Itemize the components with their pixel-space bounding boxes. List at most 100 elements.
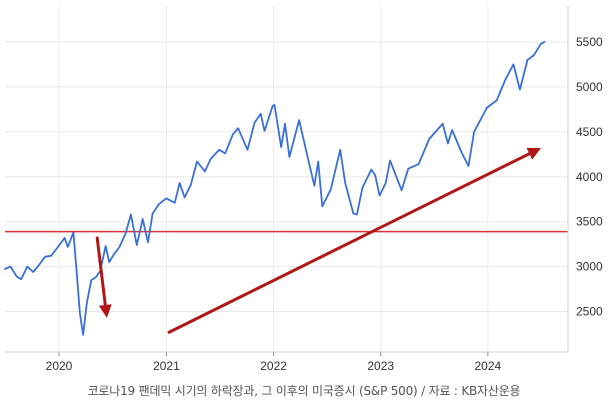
series-point <box>218 149 220 151</box>
y-tick-label: 5000 <box>576 80 603 94</box>
series-point <box>174 202 176 204</box>
series-point <box>190 184 192 186</box>
series-point <box>379 195 381 197</box>
sp500-line-chart: 2500 3000 3500 4000 4500 5000 5500 2020 2021 2022… <box>4 6 603 373</box>
series-point <box>314 185 316 187</box>
series-point <box>303 141 305 143</box>
series-point <box>136 244 138 246</box>
y-tick-label: 2500 <box>576 305 603 319</box>
series-point <box>442 123 444 125</box>
series-point <box>125 233 127 235</box>
x-tick-label: 2023 <box>367 359 394 373</box>
series-point <box>330 188 332 190</box>
figure-caption: 코로나19 팬데믹 시기의 하락장과, 그 이후의 미국증시 (S&P 500)… <box>87 384 521 398</box>
series-point <box>496 100 498 102</box>
series-point <box>179 182 181 184</box>
series-point <box>519 89 521 91</box>
series-point <box>468 165 470 167</box>
series-point <box>67 246 69 248</box>
series-point <box>428 138 430 140</box>
series-point <box>321 206 323 208</box>
series-point <box>204 171 206 173</box>
series-point <box>362 187 364 189</box>
x-tick-label: 2020 <box>46 359 73 373</box>
series-point <box>264 130 266 132</box>
series-point <box>473 131 475 133</box>
series-point <box>237 127 239 129</box>
series-point <box>289 156 291 158</box>
series-point <box>317 161 319 163</box>
series-line <box>4 41 546 336</box>
series-point <box>418 163 420 165</box>
series-point <box>130 214 132 216</box>
series-point <box>184 197 186 199</box>
series-point <box>370 169 372 171</box>
series-point <box>79 313 81 315</box>
series-point <box>504 80 506 82</box>
x-tick-label: 2024 <box>475 359 502 373</box>
series-point <box>58 245 60 247</box>
series-point <box>540 43 542 45</box>
y-tick-label: 3000 <box>576 260 603 274</box>
y-tick-label: 4000 <box>576 170 603 184</box>
series-point <box>344 182 346 184</box>
series-point <box>513 64 515 66</box>
series-point <box>158 204 160 206</box>
series-point <box>113 254 115 256</box>
series-point <box>196 161 198 163</box>
series-point <box>280 146 282 148</box>
series-point <box>232 134 234 136</box>
series-point <box>152 213 154 215</box>
series-point <box>108 261 110 263</box>
series-point <box>95 277 97 279</box>
series-point <box>247 149 249 151</box>
arrow-layer <box>95 147 541 334</box>
series-point <box>284 123 286 125</box>
drop-arrow-head <box>98 304 112 318</box>
series-point <box>374 174 376 176</box>
series-point <box>165 197 167 199</box>
series-point <box>544 41 546 43</box>
rise-arrow-head <box>526 147 541 160</box>
series-point <box>407 168 409 170</box>
series-point <box>119 246 121 248</box>
series-point <box>339 149 341 151</box>
series-point <box>461 153 463 155</box>
series-point <box>533 55 535 57</box>
y-tick-label: 4500 <box>576 125 603 139</box>
series-point <box>147 242 149 244</box>
series-point <box>298 119 300 121</box>
series-point <box>486 107 488 109</box>
series-point <box>32 271 34 273</box>
series-point <box>16 276 18 278</box>
axis-layer: 2500 3000 3500 4000 4500 5000 5500 2020 2021 2022… <box>5 6 603 373</box>
series-point <box>356 214 358 216</box>
series-point <box>86 302 88 304</box>
series-point <box>401 189 403 191</box>
series-point <box>10 266 12 268</box>
series-point <box>308 162 310 164</box>
series-point <box>224 153 226 155</box>
series-point <box>210 158 212 160</box>
series-point <box>353 213 355 215</box>
series-point <box>447 143 449 145</box>
series-point <box>4 268 6 270</box>
series-point <box>64 237 66 239</box>
x-tick-label: 2021 <box>153 359 180 373</box>
x-tick-label: 2022 <box>260 359 287 373</box>
series-point <box>38 264 40 266</box>
series-point <box>105 245 107 247</box>
series-point <box>76 270 78 272</box>
series-point <box>90 279 92 281</box>
series-point <box>44 256 46 258</box>
y-tick-label: 3500 <box>576 215 603 229</box>
drop-arrow-shaft <box>95 236 107 307</box>
series-point <box>385 182 387 184</box>
series-point <box>389 160 391 162</box>
series-point <box>260 113 262 115</box>
series-point <box>527 59 529 61</box>
rise-arrow-shaft <box>167 152 531 334</box>
series-point <box>73 232 75 234</box>
series-point <box>274 104 276 106</box>
